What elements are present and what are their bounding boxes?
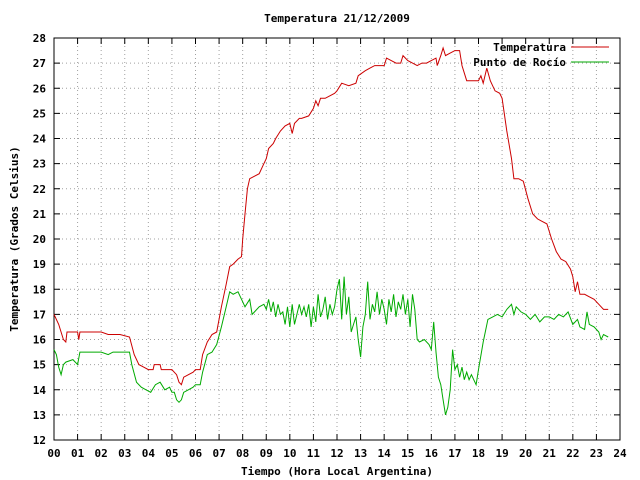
x-tick-label: 07: [212, 447, 225, 460]
y-tick-label: 15: [33, 359, 46, 372]
x-tick-label: 08: [236, 447, 249, 460]
y-tick-label: 21: [33, 208, 47, 221]
x-tick-label: 09: [260, 447, 273, 460]
x-tick-label: 05: [165, 447, 178, 460]
series-line-temperatura: [53, 46, 609, 386]
series-lines: [53, 46, 609, 416]
x-tick-label: 12: [330, 447, 343, 460]
x-tick-label: 10: [283, 447, 296, 460]
x-tick-label: 11: [307, 447, 321, 460]
x-tick-label: 22: [566, 447, 579, 460]
x-tick-label: 02: [95, 447, 108, 460]
x-axis-label: Tiempo (Hora Local Argentina): [241, 465, 433, 478]
x-tick-label: 24: [613, 447, 627, 460]
y-tick-label: 17: [33, 308, 46, 321]
x-axis-tick-labels: 00 01 02 03 04 05 06 07 08 09 10 11 12 13 14 15 16 17 18 19…: [47, 447, 627, 460]
x-tick-label: 15: [401, 447, 414, 460]
series-line-punto-de-rocio: [53, 276, 609, 416]
y-axis-label: Temperatura (Grados Celsius): [8, 146, 21, 331]
y-tick-label: 12: [33, 434, 46, 447]
y-tick-label: 26: [33, 82, 47, 95]
chart-title: Temperatura 21/12/2009: [264, 12, 410, 25]
y-tick-label: 27: [33, 57, 46, 70]
x-tick-label: 20: [519, 447, 532, 460]
y-tick-label: 22: [33, 183, 46, 196]
x-tick-label: 14: [378, 447, 392, 460]
legend-label-punto-de-rocio: Punto de Rocío: [473, 56, 566, 69]
x-tick-label: 19: [495, 447, 508, 460]
x-tick-label: 13: [354, 447, 367, 460]
x-tick-label: 06: [189, 447, 203, 460]
y-tick-label: 16: [33, 334, 47, 347]
y-axis-tick-labels: 12 13 14 15 16 17 18 19 20 21 22 23 24 25 26 27 28: [33, 32, 47, 447]
y-tick-label: 24: [33, 133, 47, 146]
x-tick-label: 23: [590, 447, 603, 460]
x-tick-label: 21: [543, 447, 557, 460]
y-tick-label: 23: [33, 158, 46, 171]
x-tick-label: 01: [71, 447, 85, 460]
grid-lines: [54, 38, 620, 440]
legend-label-temperatura: Temperatura: [493, 41, 566, 54]
legend: Temperatura Punto de Rocío: [473, 41, 609, 69]
y-tick-label: 14: [33, 384, 47, 397]
x-tick-label: 17: [448, 447, 461, 460]
y-tick-label: 19: [33, 258, 46, 271]
y-tick-label: 28: [33, 32, 46, 45]
x-tick-label: 16: [425, 447, 439, 460]
x-tick-label: 18: [472, 447, 485, 460]
x-tick-label: 03: [118, 447, 131, 460]
y-tick-label: 13: [33, 409, 46, 422]
x-tick-label: 04: [142, 447, 156, 460]
x-tick-label: 00: [47, 447, 60, 460]
y-tick-label: 20: [33, 233, 46, 246]
axis-ticks: [53, 37, 621, 441]
y-tick-label: 18: [33, 283, 46, 296]
y-tick-label: 25: [33, 107, 46, 120]
